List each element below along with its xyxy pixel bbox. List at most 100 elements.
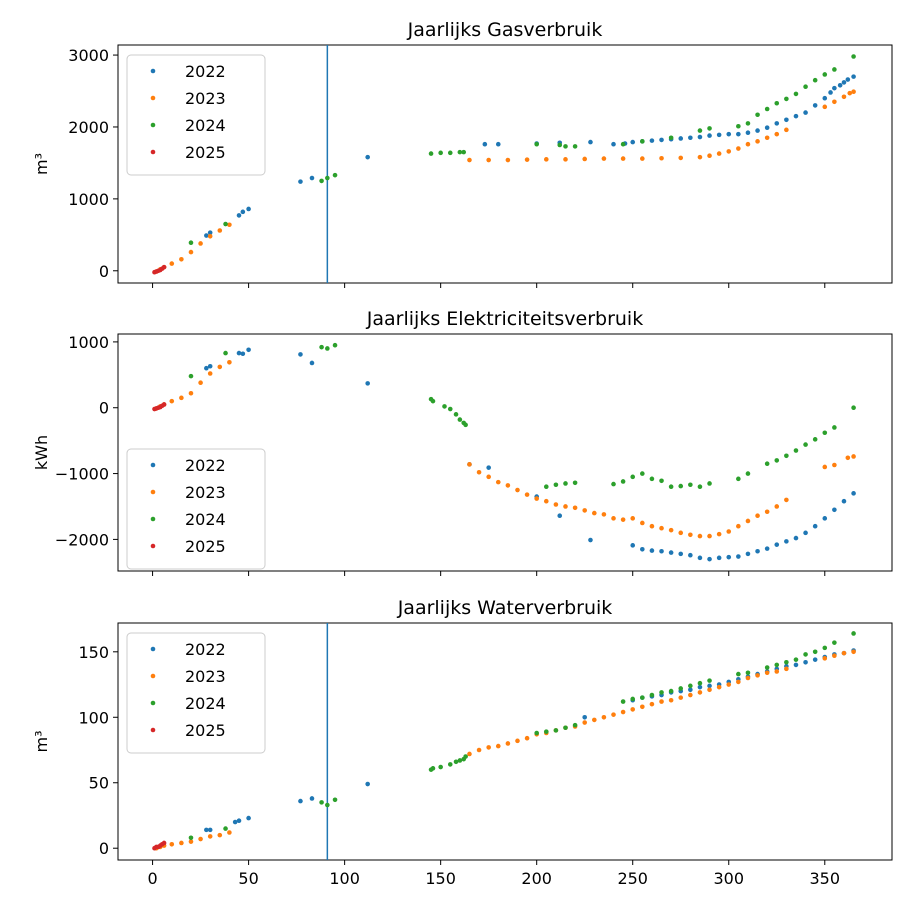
data-point xyxy=(812,649,818,655)
data-point xyxy=(784,539,789,544)
data-point xyxy=(486,474,491,480)
data-point xyxy=(784,127,789,133)
data-point xyxy=(332,172,338,178)
data-point xyxy=(678,155,684,161)
legend-box xyxy=(126,54,266,176)
series-2022 xyxy=(204,74,856,238)
data-point xyxy=(495,479,501,485)
legend-label: 2023 xyxy=(185,89,226,108)
data-point xyxy=(198,241,203,246)
data-point xyxy=(784,666,789,672)
data-point xyxy=(764,546,770,551)
chart-title: Jaarlijks Gasverbruik xyxy=(407,19,603,41)
legend-label: 2025 xyxy=(185,721,226,740)
data-point xyxy=(640,139,645,144)
data-point xyxy=(161,402,167,407)
data-point xyxy=(572,722,578,728)
data-point xyxy=(467,157,472,163)
data-point xyxy=(553,482,559,488)
data-point xyxy=(832,507,837,513)
data-point xyxy=(793,113,799,119)
data-point xyxy=(697,128,703,133)
data-point xyxy=(365,781,370,787)
data-point xyxy=(611,481,616,487)
data-point xyxy=(332,797,338,803)
data-point xyxy=(161,840,167,846)
data-point xyxy=(332,342,338,348)
data-point xyxy=(707,153,712,159)
data-point xyxy=(688,532,693,538)
data-point xyxy=(803,659,808,665)
data-point xyxy=(688,482,693,488)
chart-title: Jaarlijks Waterverbruik xyxy=(397,597,613,619)
data-point xyxy=(601,512,607,517)
legend-marker xyxy=(150,95,156,101)
data-point xyxy=(697,690,703,695)
data-point xyxy=(223,221,228,227)
data-point xyxy=(764,461,770,466)
data-point xyxy=(649,476,655,482)
data-point xyxy=(169,841,175,847)
data-point xyxy=(649,701,655,707)
data-point xyxy=(745,518,751,524)
data-point xyxy=(812,657,818,662)
data-point xyxy=(611,516,616,521)
data-point xyxy=(649,138,655,143)
data-point xyxy=(630,516,636,521)
data-point xyxy=(812,103,818,108)
data-point xyxy=(832,653,837,659)
data-point xyxy=(707,126,712,131)
legend-label: 2024 xyxy=(185,116,226,135)
data-point xyxy=(812,437,818,442)
data-point xyxy=(774,504,780,509)
data-point xyxy=(736,554,741,559)
data-point xyxy=(745,130,751,136)
y-tick-label: 1000 xyxy=(68,190,109,209)
data-point xyxy=(745,670,751,676)
data-point xyxy=(309,360,315,366)
data-point xyxy=(678,530,684,536)
data-point xyxy=(207,230,213,235)
data-point xyxy=(736,671,741,677)
data-point xyxy=(236,213,242,218)
data-point xyxy=(803,110,808,115)
data-point xyxy=(851,491,856,496)
chart-panel-1: Jaarlijks Gasverbruik 0 1000 2000 3000 m³ 2022… xyxy=(32,19,893,288)
data-point xyxy=(716,531,722,537)
data-point xyxy=(476,747,482,753)
data-point xyxy=(223,350,228,356)
data-point xyxy=(803,442,808,447)
data-point xyxy=(832,425,837,430)
legend: 2022 2023 2024 2025 xyxy=(126,632,266,754)
data-point xyxy=(678,136,684,141)
data-point xyxy=(668,135,674,141)
data-point xyxy=(207,827,213,833)
data-point xyxy=(716,555,722,561)
data-point xyxy=(534,141,539,147)
legend-marker xyxy=(150,727,156,733)
data-point xyxy=(822,645,828,651)
data-point xyxy=(188,373,194,379)
legend-marker xyxy=(150,149,156,155)
data-point xyxy=(640,704,645,710)
data-point xyxy=(438,764,443,770)
data-point xyxy=(325,346,330,351)
data-point xyxy=(764,665,770,670)
data-point xyxy=(188,835,194,841)
data-point xyxy=(325,802,330,808)
data-point xyxy=(543,498,549,504)
data-point xyxy=(227,830,232,835)
data-point xyxy=(179,840,184,846)
data-point xyxy=(678,551,684,557)
y-tick-label: 2000 xyxy=(68,118,109,137)
data-point xyxy=(582,714,588,720)
data-point xyxy=(534,730,539,736)
series-2022 xyxy=(204,347,856,562)
data-point xyxy=(832,99,837,105)
data-point xyxy=(764,125,770,130)
data-point xyxy=(668,550,674,555)
legend-label: 2022 xyxy=(185,640,226,659)
data-point xyxy=(582,156,588,162)
data-point xyxy=(236,350,242,356)
data-point xyxy=(837,82,843,88)
